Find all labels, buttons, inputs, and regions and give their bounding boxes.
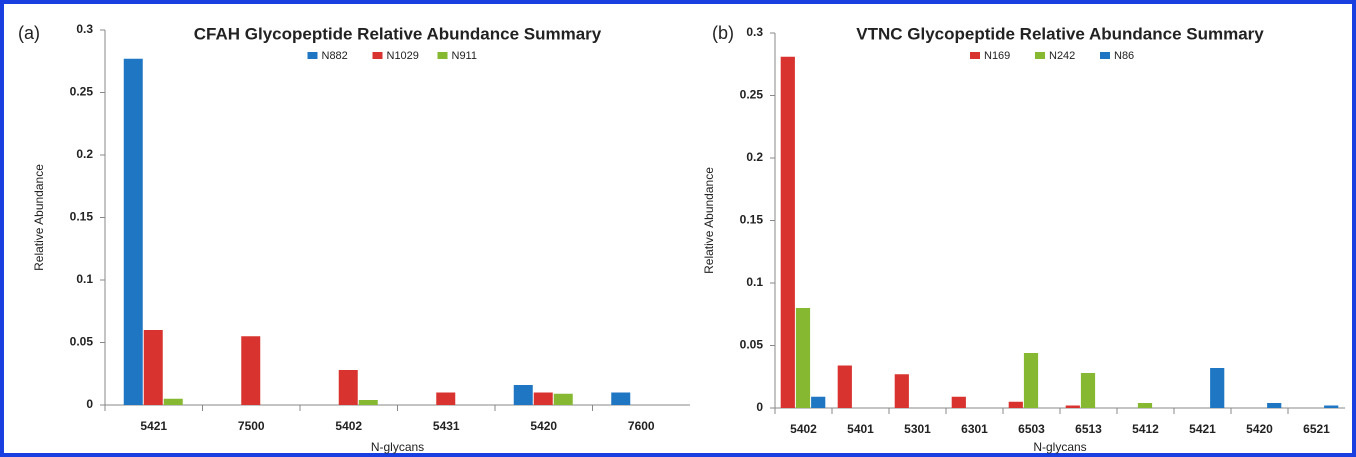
- x-tick-label: 5402: [335, 419, 362, 433]
- y-tick-label: 0.25: [70, 85, 94, 99]
- x-tick-label: 6513: [1075, 422, 1102, 436]
- y-tick-label: 0.15: [70, 210, 94, 224]
- bar: [163, 398, 183, 405]
- y-tick-label: 0: [86, 397, 93, 411]
- y-tick-label: 0.05: [70, 335, 94, 349]
- x-tick-label: 5431: [433, 419, 460, 433]
- legend-swatch: [1100, 52, 1110, 59]
- y-tick-label: 0: [756, 400, 763, 414]
- legend-label: N169: [984, 50, 1010, 62]
- chart-title: VTNC Glycopeptide Relative Abundance Sum…: [856, 24, 1264, 43]
- y-tick-label: 0.25: [740, 88, 764, 102]
- legend-label: N86: [1114, 50, 1134, 62]
- bar: [811, 396, 826, 408]
- legend-label: N1029: [387, 50, 419, 62]
- bar: [837, 365, 852, 408]
- bar: [123, 58, 143, 405]
- bar: [533, 392, 553, 405]
- bar: [338, 370, 358, 405]
- x-axis-label: N-glycans: [371, 440, 424, 454]
- bar: [1080, 373, 1096, 408]
- legend-swatch: [970, 52, 980, 59]
- x-tick-label: 7600: [628, 419, 655, 433]
- y-tick-label: 0.2: [76, 147, 93, 161]
- x-tick-label: 5301: [904, 422, 931, 436]
- x-tick-label: 5421: [140, 419, 167, 433]
- bar: [1137, 403, 1153, 408]
- bar: [1008, 401, 1023, 408]
- x-tick-label: 6503: [1018, 422, 1045, 436]
- bar: [1023, 353, 1039, 408]
- bar: [611, 392, 631, 405]
- bar: [358, 400, 378, 405]
- legend-swatch: [307, 52, 318, 59]
- legend-label: N882: [322, 50, 348, 62]
- y-tick-label: 0.1: [746, 275, 763, 289]
- y-tick-label: 0.15: [740, 213, 764, 227]
- x-tick-label: 6301: [961, 422, 988, 436]
- bar: [951, 396, 966, 408]
- panel-label: (a): [18, 23, 40, 43]
- x-tick-label: 5412: [1132, 422, 1159, 436]
- bar: [553, 393, 573, 405]
- x-axis-label: N-glycans: [1033, 440, 1086, 454]
- y-tick-label: 0.3: [746, 25, 763, 39]
- x-tick-label: 5420: [1246, 422, 1273, 436]
- bar: [1324, 405, 1339, 408]
- y-tick-label: 0.05: [740, 338, 764, 352]
- y-tick-label: 0.3: [76, 22, 93, 36]
- y-tick-label: 0.1: [76, 272, 93, 286]
- legend-swatch: [1035, 52, 1045, 59]
- bar: [1210, 368, 1225, 408]
- bar: [241, 336, 261, 405]
- x-tick-label: 5420: [530, 419, 557, 433]
- bar: [436, 392, 456, 405]
- y-axis-label: Relative Abundance: [702, 167, 716, 274]
- x-tick-label: 7500: [238, 419, 265, 433]
- bar: [795, 308, 811, 408]
- bar: [1065, 405, 1080, 408]
- y-axis-label: Relative Abundance: [32, 164, 46, 271]
- legend-swatch: [372, 52, 383, 59]
- panel-label: (b): [712, 23, 734, 43]
- legend-label: N911: [452, 50, 477, 62]
- legend-swatch: [437, 52, 448, 59]
- x-tick-label: 5421: [1189, 422, 1216, 436]
- x-tick-label: 5401: [847, 422, 874, 436]
- chart-title: CFAH Glycopeptide Relative Abundance Sum…: [194, 24, 602, 43]
- legend-label: N242: [1049, 50, 1075, 62]
- bar: [143, 330, 163, 405]
- x-tick-label: 6521: [1303, 422, 1330, 436]
- y-tick-label: 0.2: [746, 150, 763, 164]
- bar: [780, 56, 795, 408]
- bar: [894, 374, 909, 408]
- x-tick-label: 5402: [790, 422, 817, 436]
- bar: [1267, 403, 1282, 408]
- bar: [513, 385, 533, 405]
